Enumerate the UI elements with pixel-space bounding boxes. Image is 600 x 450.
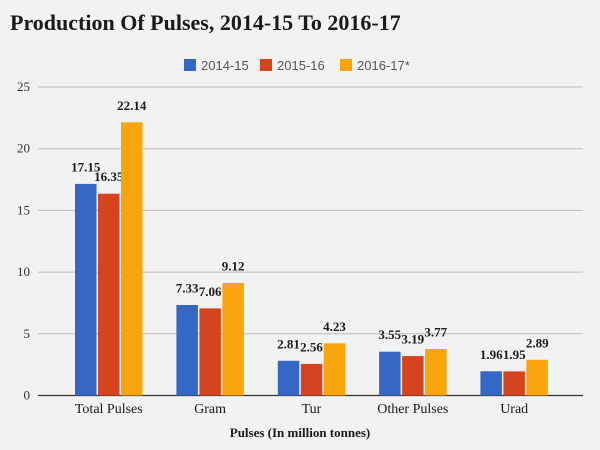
svg-text:2.89: 2.89 bbox=[526, 335, 549, 350]
svg-text:22.14: 22.14 bbox=[117, 98, 147, 113]
svg-text:20: 20 bbox=[17, 141, 30, 156]
svg-text:2.56: 2.56 bbox=[300, 339, 323, 354]
svg-text:0: 0 bbox=[24, 388, 31, 403]
svg-text:7.33: 7.33 bbox=[176, 281, 199, 296]
svg-text:Other Pulses: Other Pulses bbox=[377, 402, 448, 417]
svg-text:3.77: 3.77 bbox=[424, 325, 447, 340]
svg-text:Urad: Urad bbox=[500, 402, 528, 417]
svg-text:Total Pulses: Total Pulses bbox=[75, 402, 143, 417]
svg-text:25: 25 bbox=[17, 79, 30, 94]
svg-text:16.35: 16.35 bbox=[94, 169, 124, 184]
svg-text:5: 5 bbox=[24, 326, 31, 341]
svg-text:3.55: 3.55 bbox=[378, 327, 401, 342]
svg-text:Gram: Gram bbox=[194, 402, 226, 417]
svg-text:9.12: 9.12 bbox=[222, 259, 245, 274]
svg-text:15: 15 bbox=[17, 202, 30, 217]
svg-text:1.95: 1.95 bbox=[503, 347, 526, 362]
svg-text:7.06: 7.06 bbox=[199, 284, 222, 299]
svg-text:4.23: 4.23 bbox=[323, 319, 346, 334]
svg-text:10: 10 bbox=[17, 264, 30, 279]
svg-text:3.19: 3.19 bbox=[401, 332, 424, 347]
svg-text:1.96: 1.96 bbox=[480, 347, 503, 362]
svg-text:Tur: Tur bbox=[302, 402, 322, 417]
svg-text:2.81: 2.81 bbox=[277, 336, 300, 351]
